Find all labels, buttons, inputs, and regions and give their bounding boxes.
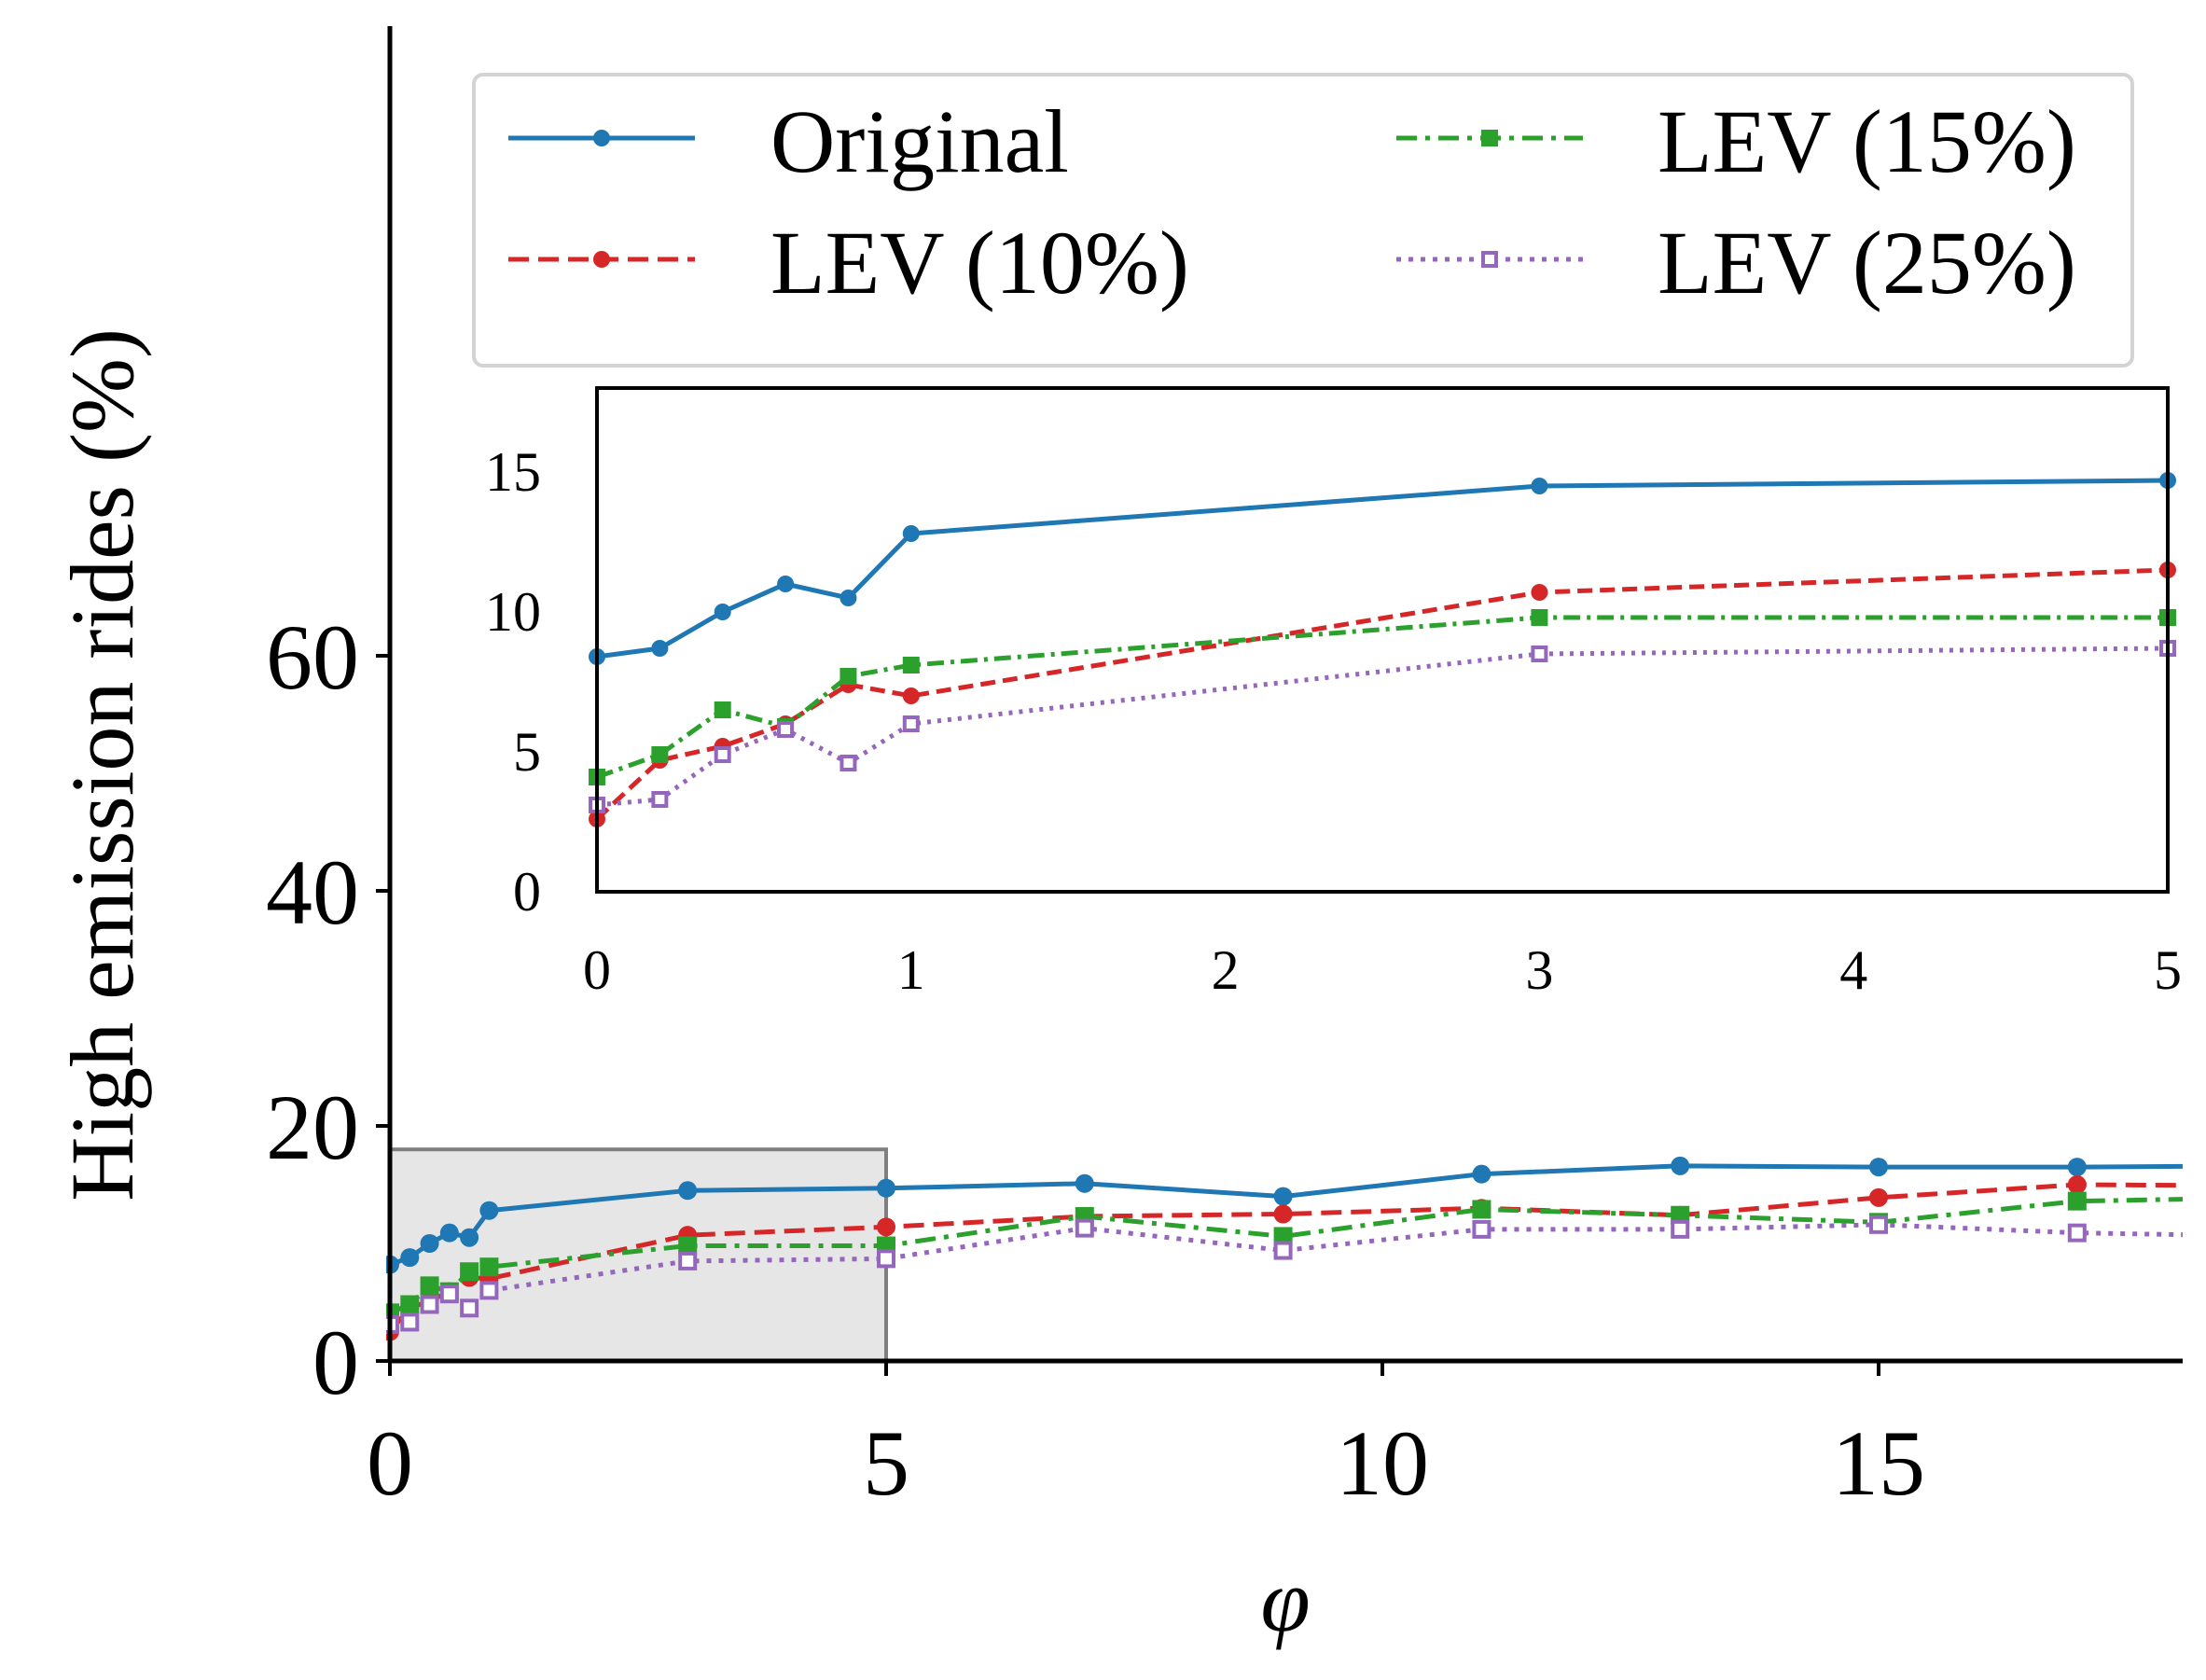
x-axis-label: φ (1260, 1550, 1310, 1650)
main-series-4-point (1472, 1219, 1491, 1239)
inset-x-tick-label: 5 (2154, 939, 2182, 1001)
main-series-4-point (1869, 1215, 1888, 1234)
main-series-2-point (1273, 1204, 1293, 1224)
main-series-1-point (400, 1248, 420, 1268)
main-series-1-point (877, 1178, 895, 1198)
legend-marker-1 (593, 130, 610, 146)
main-series-3-point (1671, 1205, 1690, 1225)
main-series-1-point (479, 1201, 499, 1220)
main-series-4-point (1671, 1219, 1690, 1239)
inset-series-2-point (902, 687, 920, 704)
main-series-3-point (400, 1295, 420, 1314)
inset-border (595, 386, 2170, 894)
inset-y-tick-label: 15 (485, 441, 541, 503)
main-series-1-point (1273, 1187, 1293, 1206)
inset-series-1-point (1531, 478, 1548, 494)
inset-series-3-line (596, 615, 2168, 780)
legend: Original LEV (10%) LEV (15%) LEV (25%) (472, 73, 2134, 368)
y-tick-label: 0 (312, 1311, 359, 1414)
x-tick-label: 5 (863, 1411, 909, 1515)
inset-x-tick-label: 3 (1525, 939, 1553, 1001)
x-tick-label: 10 (1336, 1411, 1429, 1515)
legend-marker-4 (1481, 251, 1498, 268)
y-axis-label: High emission rides (%) (52, 328, 152, 1201)
main-series-1-point (2067, 1158, 2087, 1177)
main-series-4-point (1273, 1241, 1293, 1260)
main-series-1-point (1472, 1164, 1491, 1184)
main-series-3-point (2067, 1191, 2087, 1211)
main-series-4-point (1075, 1218, 1094, 1238)
main-series-1-point (678, 1181, 698, 1201)
main-series-3-point (460, 1262, 479, 1282)
legend-label-3: LEV (15%) (1658, 91, 2076, 191)
inset-series-4-point (714, 746, 731, 763)
inset-series-1-point (839, 590, 857, 606)
y-tick-label: 20 (266, 1076, 359, 1179)
x-tick-label: 15 (1832, 1411, 1925, 1515)
inset-y-tick-label: 10 (485, 581, 541, 643)
inset-series-3-point (1531, 609, 1548, 626)
inset-series-2-point (1531, 584, 1548, 601)
main-series-4-point (479, 1281, 499, 1300)
main-series-1-point (460, 1228, 479, 1247)
inset-series-1-point (902, 525, 920, 542)
inset-series-1-point (714, 604, 731, 620)
main-series-3-point (678, 1236, 698, 1256)
inset-plot: 0 1 2 3 4 5 0 5 10 15 (485, 386, 2182, 1001)
inset-series-4-point (1531, 646, 1548, 662)
main-series-4-point (877, 1249, 895, 1269)
inset-series-4-point (902, 715, 920, 732)
main-series-4-point (460, 1298, 479, 1318)
inset-series-4-point (839, 755, 857, 771)
main-series-4-point (420, 1295, 439, 1314)
legend-label-1: Original (770, 91, 1069, 191)
legend-marker-2 (593, 251, 610, 268)
inset-x-tick-label: 0 (583, 939, 611, 1001)
inset-axes: 0 1 2 3 4 5 0 5 10 15 (485, 386, 2182, 1001)
legend-label-2: LEV (10%) (770, 213, 1189, 312)
inset-series-3-point (651, 746, 669, 763)
main-series-1-point (420, 1234, 439, 1253)
main-series-1-point (439, 1223, 459, 1243)
legend-marker-3 (1481, 130, 1498, 146)
main-series-1-point (1869, 1158, 1888, 1177)
inset-series-3-point (714, 701, 731, 718)
y-tick-label: 60 (266, 605, 359, 709)
main-series-2-point (877, 1217, 895, 1237)
inset-series-layer (589, 472, 2176, 827)
inset-series-3-point (839, 668, 857, 685)
main-series-3-point (479, 1257, 499, 1277)
main-series-4-point (400, 1312, 420, 1332)
inset-y-tick-label: 0 (513, 861, 541, 923)
main-series-2-point (2067, 1175, 2087, 1194)
zoom-region (388, 1147, 888, 1363)
inset-x-tick-label: 4 (1839, 939, 1867, 1001)
inset-series-1-line (596, 478, 2169, 660)
legend-label-4: LEV (25%) (1658, 213, 2076, 312)
main-series-3-point (1273, 1227, 1293, 1246)
inset-series-1-point (777, 576, 795, 592)
main-series-1-point (1671, 1156, 1690, 1175)
inset-series-1-point (651, 640, 669, 657)
inset-frame (595, 386, 2170, 894)
y-tick-label: 40 (266, 840, 359, 944)
inset-series-4-point (777, 721, 795, 738)
inset-series-4-point (651, 791, 669, 808)
inset-series-3-point (902, 657, 920, 673)
inset-x-tick-label: 1 (897, 939, 925, 1001)
main-series-4-point (678, 1251, 698, 1270)
main-series-1-point (1075, 1173, 1094, 1193)
inset-x-tick-label: 2 (1212, 939, 1240, 1001)
main-series-4-point (2067, 1223, 2087, 1243)
main-series-2-point (1869, 1187, 1888, 1207)
inset-y-tick-label: 5 (513, 721, 541, 783)
legend-frame (472, 73, 2134, 368)
x-tick-label: 0 (367, 1411, 413, 1515)
main-series-4-point (439, 1284, 459, 1304)
main-series-3-point (420, 1276, 439, 1296)
main-series-3-point (1472, 1200, 1491, 1219)
